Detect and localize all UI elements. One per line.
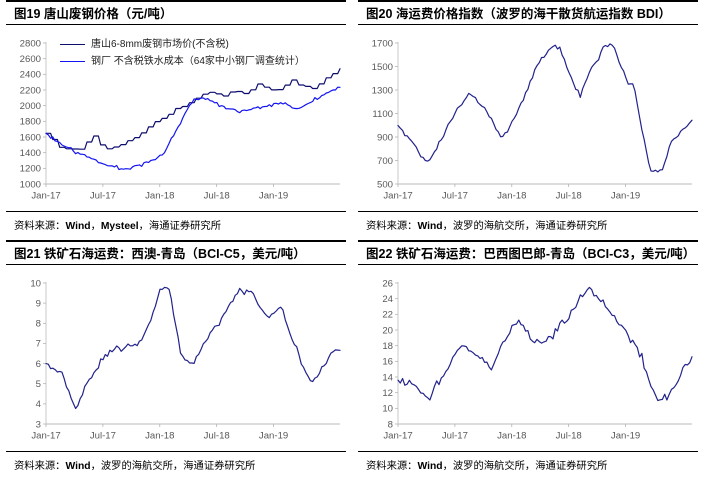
svg-text:Jan-19: Jan-19 bbox=[611, 191, 640, 202]
svg-text:Jan-18: Jan-18 bbox=[497, 191, 526, 202]
svg-text:Jan-19: Jan-19 bbox=[259, 191, 288, 202]
svg-text:22: 22 bbox=[382, 310, 393, 321]
svg-text:700: 700 bbox=[377, 156, 393, 167]
svg-text:2000: 2000 bbox=[20, 101, 41, 112]
svg-text:3: 3 bbox=[36, 419, 41, 430]
svg-text:Jul-18: Jul-18 bbox=[556, 191, 582, 202]
svg-text:900: 900 bbox=[377, 132, 393, 143]
svg-text:1800: 1800 bbox=[20, 117, 41, 128]
svg-text:7: 7 bbox=[36, 339, 41, 350]
svg-text:Jul-17: Jul-17 bbox=[442, 191, 468, 202]
svg-text:10: 10 bbox=[382, 404, 393, 415]
svg-text:500: 500 bbox=[377, 179, 393, 190]
svg-text:1200: 1200 bbox=[20, 164, 41, 175]
svg-text:Jan-18: Jan-18 bbox=[145, 191, 174, 202]
svg-text:Jan-19: Jan-19 bbox=[259, 431, 288, 442]
svg-text:26: 26 bbox=[382, 278, 393, 289]
svg-text:Jan-17: Jan-17 bbox=[31, 191, 60, 202]
svg-text:1600: 1600 bbox=[20, 132, 41, 143]
svg-text:Jan-17: Jan-17 bbox=[31, 431, 60, 442]
svg-text:16: 16 bbox=[382, 357, 393, 368]
svg-text:24: 24 bbox=[382, 294, 393, 305]
svg-text:Jul-18: Jul-18 bbox=[556, 431, 582, 442]
svg-text:1400: 1400 bbox=[20, 148, 41, 159]
svg-text:Jan-18: Jan-18 bbox=[497, 431, 526, 442]
svg-text:8: 8 bbox=[36, 319, 41, 330]
svg-text:2200: 2200 bbox=[20, 85, 41, 96]
svg-text:Jan-17: Jan-17 bbox=[383, 431, 412, 442]
svg-text:6: 6 bbox=[36, 359, 41, 370]
svg-text:12: 12 bbox=[382, 388, 393, 399]
svg-text:1700: 1700 bbox=[372, 38, 393, 49]
svg-text:Jan-18: Jan-18 bbox=[145, 431, 174, 442]
svg-text:2800: 2800 bbox=[20, 38, 41, 49]
svg-text:Jul-17: Jul-17 bbox=[90, 191, 116, 202]
svg-text:10: 10 bbox=[30, 278, 41, 289]
svg-text:18: 18 bbox=[382, 341, 393, 352]
svg-text:2600: 2600 bbox=[20, 54, 41, 65]
svg-text:2400: 2400 bbox=[20, 70, 41, 81]
svg-text:1300: 1300 bbox=[372, 85, 393, 96]
svg-text:4: 4 bbox=[36, 399, 42, 410]
svg-text:Jul-18: Jul-18 bbox=[204, 191, 230, 202]
svg-text:9: 9 bbox=[36, 298, 41, 309]
svg-text:Jan-17: Jan-17 bbox=[383, 191, 412, 202]
svg-text:1000: 1000 bbox=[20, 179, 41, 190]
svg-text:8: 8 bbox=[388, 419, 393, 430]
svg-text:20: 20 bbox=[382, 325, 393, 336]
svg-text:Jul-18: Jul-18 bbox=[204, 431, 230, 442]
svg-text:14: 14 bbox=[382, 372, 393, 383]
svg-text:1500: 1500 bbox=[372, 62, 393, 73]
svg-text:Jul-17: Jul-17 bbox=[90, 431, 116, 442]
svg-text:1100: 1100 bbox=[372, 109, 393, 120]
svg-text:5: 5 bbox=[36, 379, 41, 390]
svg-text:Jan-19: Jan-19 bbox=[611, 431, 640, 442]
svg-text:Jul-17: Jul-17 bbox=[442, 431, 468, 442]
